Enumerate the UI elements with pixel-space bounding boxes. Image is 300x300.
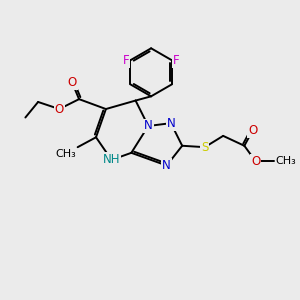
- Text: F: F: [123, 54, 129, 67]
- Text: O: O: [248, 124, 257, 137]
- Text: CH₃: CH₃: [56, 148, 76, 159]
- Text: NH: NH: [103, 153, 120, 167]
- Text: CH₃: CH₃: [275, 156, 296, 166]
- Text: N: N: [144, 119, 153, 133]
- Text: N: N: [167, 117, 175, 130]
- Text: O: O: [251, 155, 260, 168]
- Text: N: N: [162, 159, 171, 172]
- Text: O: O: [55, 103, 64, 116]
- Text: S: S: [201, 141, 208, 154]
- Text: O: O: [68, 76, 76, 89]
- Text: F: F: [173, 54, 179, 67]
